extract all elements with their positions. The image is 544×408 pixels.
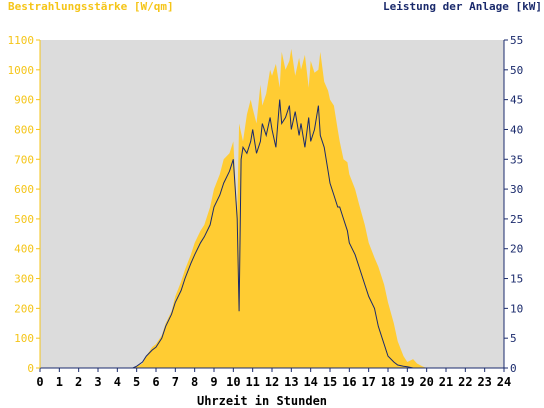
x-tick-label: 11 — [245, 375, 259, 389]
left-y-tick-label: 0 — [27, 362, 34, 375]
x-tick-label: 23 — [477, 375, 491, 389]
left-y-tick-labels: 0 100 200 300 400 500 600 700 800 900 1000 1100 — [8, 34, 40, 375]
right-y-tick-label: 55 — [510, 34, 523, 47]
irradiance-area-layer — [132, 48, 441, 369]
power-line-layer — [40, 99, 504, 369]
x-tick-label: 3 — [94, 375, 101, 389]
x-tick-label: 10 — [226, 375, 240, 389]
x-tick-label: 12 — [265, 375, 279, 389]
left-y-tick-label: 1100 — [8, 34, 35, 47]
x-tick-label: 4 — [114, 375, 121, 389]
left-y-tick-label: 1000 — [8, 64, 35, 77]
right-y-tick-labels: 0 5 10 15 20 25 30 35 40 45 50 55 — [504, 34, 523, 375]
left-y-tick-label: 200 — [14, 302, 34, 315]
x-tick-label: 18 — [381, 375, 395, 389]
right-y-tick-label: 20 — [510, 243, 523, 256]
x-tick-label: 1 — [56, 375, 63, 389]
x-tick-label: 22 — [458, 375, 472, 389]
right-y-tick-label: 15 — [510, 273, 523, 286]
left-y-tick-label: 900 — [14, 94, 34, 107]
left-y-tick-label: 700 — [14, 153, 34, 166]
right-y-tick-label: 30 — [510, 183, 523, 196]
left-y-tick-label: 400 — [14, 243, 34, 256]
right-y-tick-label: 5 — [510, 332, 517, 345]
x-tick-label: 5 — [133, 375, 140, 389]
left-y-tick-label: 300 — [14, 273, 34, 286]
x-axis-label: Uhrzeit in Stunden — [197, 394, 327, 408]
right-y-tick-label: 50 — [510, 64, 523, 77]
x-tick-label: 9 — [210, 375, 217, 389]
x-tick-label: 2 — [75, 375, 82, 389]
left-y-tick-label: 800 — [14, 123, 34, 136]
x-tick-label: 21 — [439, 375, 453, 389]
x-tick-label: 24 — [497, 375, 511, 389]
x-tick-label: 16 — [342, 375, 356, 389]
right-y-tick-label: 25 — [510, 213, 523, 226]
x-tick-label: 19 — [400, 375, 414, 389]
irradiance-area — [132, 48, 441, 369]
right-y-tick-label: 0 — [510, 362, 517, 375]
x-tick-label: 15 — [323, 375, 337, 389]
x-tick-labels: 0 1 2 3 4 5 6 7 8 9 10 11 12 13 14 15 16 17 18 19 20 21 22 23 24 — [36, 368, 511, 389]
right-y-tick-label: 40 — [510, 123, 523, 136]
x-tick-label: 17 — [361, 375, 375, 389]
left-y-tick-label: 100 — [14, 332, 34, 345]
x-tick-label: 8 — [191, 375, 198, 389]
x-tick-label: 6 — [152, 375, 159, 389]
right-axis-title: Leistung der Anlage [kW] — [383, 0, 542, 13]
right-y-tick-label: 10 — [510, 302, 523, 315]
right-y-tick-label: 45 — [510, 94, 523, 107]
left-y-tick-label: 600 — [14, 183, 34, 196]
x-tick-label: 20 — [419, 375, 433, 389]
power-line — [40, 99, 504, 369]
x-tick-label: 14 — [303, 375, 317, 389]
x-tick-label: 0 — [36, 375, 43, 389]
left-axis-title: Bestrahlungsstärke [W/qm] — [8, 0, 174, 13]
right-y-tick-label: 35 — [510, 153, 523, 166]
left-y-tick-label: 500 — [14, 213, 34, 226]
x-tick-label: 7 — [172, 375, 179, 389]
x-tick-label: 13 — [284, 375, 298, 389]
